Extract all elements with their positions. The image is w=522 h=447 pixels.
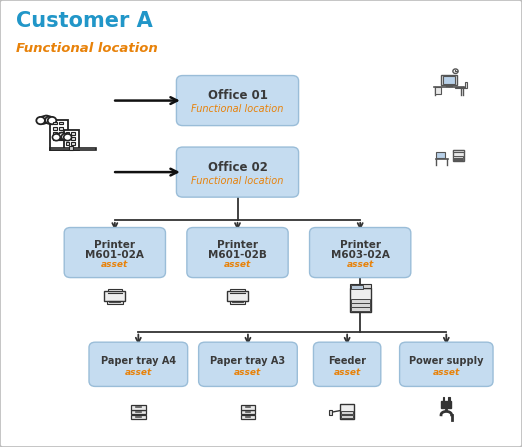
Text: Printer: Printer	[217, 240, 258, 250]
Text: asset: asset	[101, 260, 128, 269]
Text: asset: asset	[334, 368, 361, 377]
Text: asset: asset	[347, 260, 374, 269]
Bar	[341, 411, 353, 414]
Bar	[53, 127, 56, 130]
FancyBboxPatch shape	[187, 228, 288, 278]
Circle shape	[62, 134, 69, 140]
Bar	[340, 404, 354, 419]
Bar	[241, 410, 255, 414]
Bar	[443, 397, 444, 401]
Bar	[351, 299, 370, 303]
Bar	[66, 142, 69, 145]
Circle shape	[42, 116, 51, 123]
FancyBboxPatch shape	[310, 228, 411, 278]
Bar	[442, 401, 451, 408]
Circle shape	[39, 117, 48, 124]
Bar	[227, 291, 248, 301]
Bar	[107, 301, 123, 304]
Text: Functional location: Functional location	[16, 42, 158, 55]
FancyBboxPatch shape	[89, 342, 188, 386]
Text: Paper tray A4: Paper tray A4	[101, 356, 176, 366]
Bar	[131, 415, 146, 419]
Circle shape	[37, 117, 45, 124]
Circle shape	[55, 134, 63, 140]
Bar	[441, 75, 457, 85]
Bar	[108, 289, 122, 291]
FancyBboxPatch shape	[399, 342, 493, 386]
Circle shape	[64, 134, 72, 141]
Circle shape	[58, 133, 66, 139]
Bar	[53, 137, 56, 139]
Text: Functional location: Functional location	[192, 104, 283, 114]
Bar	[241, 405, 255, 409]
Circle shape	[45, 117, 54, 124]
FancyBboxPatch shape	[176, 147, 299, 197]
Bar	[72, 132, 75, 135]
Bar	[350, 288, 371, 312]
Text: asset: asset	[234, 368, 262, 377]
Bar	[66, 132, 69, 135]
Bar	[435, 87, 441, 94]
Circle shape	[453, 69, 458, 73]
Text: asset: asset	[433, 368, 460, 377]
Text: Office 02: Office 02	[208, 161, 267, 174]
Text: Printer: Printer	[94, 240, 135, 250]
Bar	[64, 130, 79, 150]
Circle shape	[48, 117, 56, 124]
Bar	[453, 150, 464, 152]
FancyBboxPatch shape	[176, 76, 299, 126]
Bar	[59, 137, 63, 139]
Bar	[329, 410, 331, 415]
Text: Office 01: Office 01	[208, 89, 267, 102]
Bar	[53, 122, 56, 125]
Bar	[50, 148, 96, 150]
Bar	[465, 81, 467, 88]
Bar	[50, 120, 68, 150]
Bar	[53, 132, 56, 135]
Bar	[341, 415, 353, 418]
Bar	[350, 284, 371, 288]
FancyBboxPatch shape	[64, 228, 165, 278]
Bar	[453, 159, 464, 160]
Bar	[230, 289, 245, 291]
Bar	[59, 127, 63, 130]
Bar	[131, 410, 146, 414]
Bar	[72, 137, 75, 139]
Text: M601-02A: M601-02A	[86, 249, 144, 260]
Bar	[453, 150, 464, 161]
Text: asset: asset	[224, 260, 251, 269]
Text: Feeder: Feeder	[328, 356, 366, 366]
Bar	[351, 285, 363, 289]
Bar	[456, 87, 467, 88]
Text: Paper tray A3: Paper tray A3	[210, 356, 286, 366]
Bar	[443, 76, 455, 84]
Bar	[351, 304, 370, 307]
Bar	[69, 146, 73, 150]
FancyBboxPatch shape	[313, 342, 381, 386]
Bar	[453, 156, 464, 158]
Bar	[59, 122, 63, 125]
Text: M603-02A: M603-02A	[331, 249, 389, 260]
Text: M601-02B: M601-02B	[208, 249, 267, 260]
Text: asset: asset	[125, 368, 152, 377]
Circle shape	[52, 134, 60, 141]
FancyBboxPatch shape	[198, 342, 297, 386]
Bar	[241, 415, 255, 419]
Bar	[66, 137, 69, 139]
Text: Customer A: Customer A	[16, 11, 152, 31]
Text: Power supply: Power supply	[409, 356, 483, 366]
Bar	[131, 405, 146, 409]
Bar	[104, 291, 125, 301]
Bar	[230, 301, 245, 304]
Bar	[72, 142, 75, 145]
Bar	[448, 397, 450, 401]
Bar	[351, 308, 370, 311]
Text: Printer: Printer	[340, 240, 381, 250]
Text: Functional location: Functional location	[192, 176, 283, 186]
Bar	[59, 132, 63, 135]
Bar	[436, 152, 445, 158]
